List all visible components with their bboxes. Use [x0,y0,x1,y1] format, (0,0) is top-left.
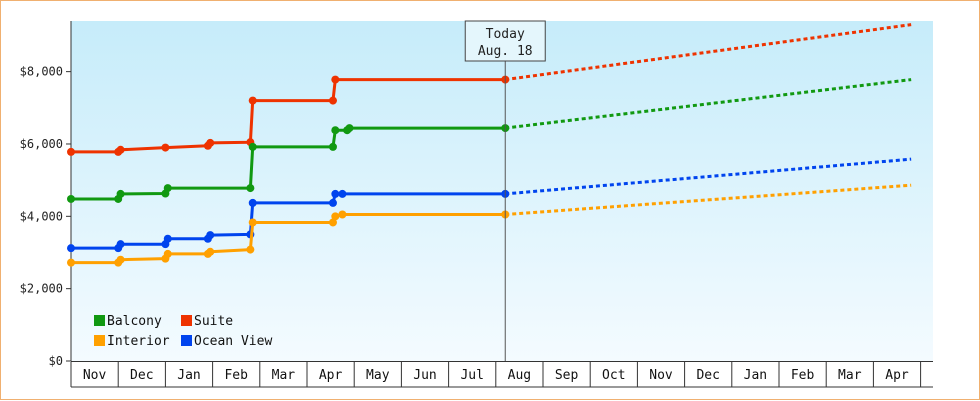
data-point [206,231,215,240]
month-label: Jun [413,368,436,383]
legend-label: Balcony [107,314,162,329]
month-label: Oct [602,368,625,383]
data-point [246,245,255,254]
data-point [67,258,75,267]
legend-item-balcony: Balcony [94,314,162,329]
y-tick-label: $8,000 [20,65,63,79]
legend-label: Suite [194,314,233,329]
series-balcony [67,78,912,203]
data-point [328,218,337,227]
month-label: Dec [696,368,719,383]
data-point [67,147,75,156]
legend: Balcony Suite Interior Ocean View [94,314,272,349]
series-projection-line [505,78,912,130]
legend-item-ocean-view: Ocean View [181,334,272,349]
month-label: Jan [744,368,767,383]
legend-swatch [181,315,192,326]
month-label: Jul [460,368,483,383]
month-label: Feb [791,368,815,383]
data-point [116,189,125,198]
data-point [331,75,340,84]
y-tick-label: $4,000 [20,209,63,223]
month-label: Nov [83,368,107,383]
today-marker: Today Aug. 18 [464,20,546,361]
today-date: Aug. 18 [478,44,533,59]
data-point [248,218,257,227]
legend-swatch [181,335,192,346]
month-label: Nov [649,368,673,383]
data-point [338,189,347,198]
series-projection-line [505,183,912,217]
data-point [206,247,215,256]
data-point [246,184,255,193]
data-point [161,143,170,152]
data-point [345,124,354,133]
data-point [331,212,340,221]
series-interior [67,183,912,267]
data-point [248,198,257,207]
data-point [67,194,75,203]
month-label: Sep [555,368,579,383]
data-point [331,189,340,198]
month-label: Mar [838,368,862,383]
data-point [116,145,125,154]
y-tick-label: $6,000 [20,137,63,151]
y-tick-label: $0 [49,354,63,368]
month-band [71,362,933,387]
data-point [163,184,172,193]
y-tick-label: $2,000 [20,282,63,296]
today-box [464,20,546,62]
legend-label: Ocean View [194,334,272,349]
legend-item-interior: Interior [94,334,170,349]
data-point [248,142,257,151]
month-label: Mar [272,368,296,383]
data-point [248,96,257,105]
series-ocean-view [67,157,912,253]
data-point [328,198,337,207]
series-projection-line [505,23,912,82]
axes: $0 $2,000 $4,000 $6,000 $8,000 Nov Dec Jan Feb Ma… [20,21,933,388]
data-point [328,96,337,105]
month-label: May [366,368,390,383]
legend-item-suite: Suite [181,314,233,329]
today-label: Today [486,27,525,42]
data-point [163,249,172,258]
month-label: Apr [319,368,343,383]
data-point [163,234,172,243]
data-point [338,210,347,219]
data-point [206,138,215,147]
month-label: Feb [224,368,248,383]
legend-label: Interior [107,334,170,349]
data-point [328,142,337,151]
legend-swatch [94,315,105,326]
data-point [116,240,125,249]
data-point [67,244,75,253]
month-label: Dec [130,368,153,383]
series-projection-line [505,157,912,196]
month-label: Aug [508,368,531,383]
data-point [116,255,125,264]
month-label: Apr [885,368,909,383]
series-suite [67,23,912,156]
plot-background [71,21,933,361]
legend-swatch [94,335,105,346]
month-label: Jan [177,368,200,383]
series-lines [67,23,912,267]
data-point [331,126,340,135]
